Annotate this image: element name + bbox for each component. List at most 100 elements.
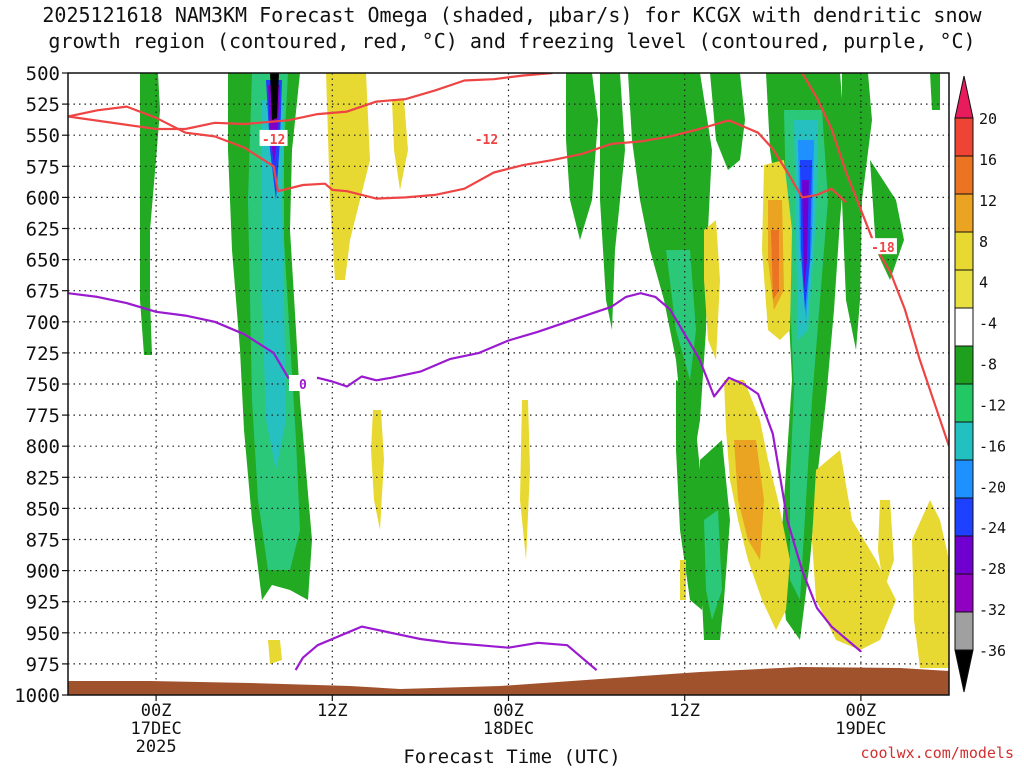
y-tick-label: 600 [26,187,60,209]
site-credit: coolwx.com/models [860,744,1014,762]
x-tick-label: 00Z [846,701,877,721]
ascent-region [676,380,706,610]
colorbar-swatch [954,155,974,195]
colorbar-label: 12 [979,192,997,210]
y-tick-label: 525 [26,94,60,116]
y-tick-label: 875 [26,530,60,552]
ascent-region [262,100,286,470]
contour-label: -12 [475,133,498,148]
descent-region [878,500,894,590]
contour-label: -18 [871,241,895,256]
descent-region [734,440,764,560]
x-tick-label: 12Z [669,701,700,721]
colorbar-label: -36 [979,642,1006,660]
descent-region [371,410,384,530]
colorbar-label: 20 [979,110,997,128]
colorbar-swatch [954,573,974,613]
pressure-axis: 500 525 550 575 600 625 650 675 700 725 750 775 800 8… [14,63,68,707]
x-tick-label: 12Z [317,701,348,721]
ascent-region [930,73,940,110]
y-tick-label: 825 [26,467,60,489]
colorbar-swatch [954,231,974,271]
contour-label-bg [259,129,288,146]
temperature-contours: -12 -12 -18 0 [68,73,949,671]
x-axis-label: Forecast Time (UTC) [403,746,621,768]
y-tick-label: 900 [26,561,60,583]
y-tick-label: 650 [26,250,60,272]
pressure-gridlines [68,73,949,695]
colorbar-top-triangle [954,75,974,119]
colorbar-swatch [954,269,974,309]
colorbar-label: 16 [979,151,997,169]
descent-region [704,220,720,360]
y-tick-label: 925 [26,592,60,614]
colorbar-label: -28 [979,560,1006,578]
chart-title-line-2: growth region (contoured, red, °C) and f… [48,29,976,53]
colorbar-swatch [954,421,974,461]
y-tick-label: 975 [26,654,60,676]
y-tick-label: 850 [26,498,60,520]
colorbar-swatch [954,117,974,157]
x-tick-label: 00Z [493,701,524,721]
colorbar-swatch [954,345,974,385]
colorbar-label: -32 [979,601,1006,619]
contour-freezing-level-lower [294,625,598,671]
colorbar-swatch [954,193,974,233]
ascent-region [666,250,696,380]
colorbar-label: -12 [979,396,1006,414]
ascent-region [870,160,904,280]
x-tick-label: 2025 [136,737,177,757]
ascent-region [566,73,598,240]
colorbar-swatch [954,459,974,499]
y-tick-label: 625 [26,219,60,241]
omega-colorbar: 20 16 12 8 4 -4 -8 -12 -16 -20 -24 -28 -32 -36 [954,75,1006,693]
colorbar-swatch [954,535,974,575]
y-tick-label: 700 [26,312,60,334]
ascent-region [140,73,160,355]
descent-region [812,450,896,650]
descent-region [392,100,408,190]
colorbar-swatch [954,307,974,347]
x-tick-label: 17DEC [131,719,182,739]
contour-dendritic-12-upper [68,105,847,204]
y-tick-label: 725 [26,343,60,365]
contour-label: 0 [299,378,307,393]
descent-region [912,500,949,668]
terrain-surface [68,667,949,695]
contour-label-bg [472,129,501,146]
contour-label: -12 [262,133,285,148]
colorbar-label: -8 [979,356,997,374]
ascent-region [600,73,625,330]
y-tick-label: 550 [26,125,60,147]
contour-dendritic-12-lower [68,73,553,131]
ascent-region [270,73,279,120]
ascent-region [802,180,809,290]
y-tick-label: 800 [26,436,60,458]
y-tick-label: 575 [26,156,60,178]
x-tick-label: 18DEC [483,719,534,739]
colorbar-label: -16 [979,437,1006,455]
contour-label-bg [288,375,317,391]
y-tick-label: 950 [26,623,60,645]
omega-shaded-field [140,73,949,668]
descent-region [771,230,779,300]
colorbar-swatch [954,497,974,537]
y-tick-label: 675 [26,281,60,303]
ascent-region [704,510,722,620]
colorbar-swatch [954,383,974,423]
y-tick-label: 1000 [14,685,60,707]
colorbar-label: 8 [979,233,988,251]
ascent-region [842,73,872,350]
descent-region [268,640,282,664]
colorbar-label: 4 [979,274,988,292]
y-tick-label: 500 [26,63,60,85]
contour-label-bg [868,238,897,255]
colorbar-swatch [954,611,974,651]
colorbar-label: -20 [979,478,1006,496]
contour-freezing-level-upper [68,292,862,653]
x-tick-label: 19DEC [835,719,886,739]
descent-region [520,400,530,560]
y-tick-label: 750 [26,374,60,396]
